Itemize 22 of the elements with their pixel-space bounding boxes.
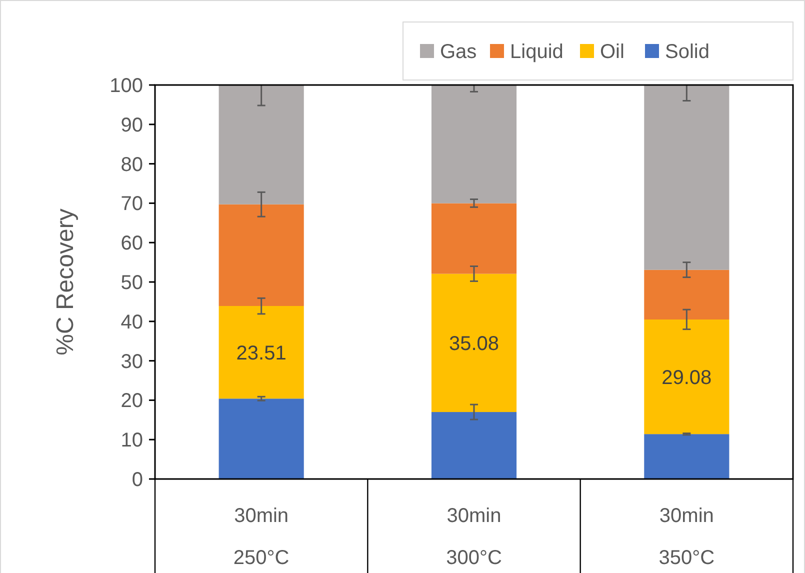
y-tick-label: 40 [120,311,143,334]
y-tick-label: 80 [120,154,143,176]
x-tick-label: 30min 350°C [658,505,715,569]
y-tick-label: 0 [132,469,143,491]
y-tick-label: 50 [120,272,143,294]
y-axis-title: %C Recovery [52,208,79,356]
y-tick-label: 90 [120,114,143,136]
x-tick-label: 30min 300°C [446,505,502,569]
legend-label: Oil [600,41,624,63]
legend-label: Gas [440,41,477,63]
x-tick-label: 30min 250°C [233,505,290,569]
legend-label: Solid [665,41,710,63]
y-tick-label: 30 [120,350,143,373]
legend-label: Liquid [510,41,564,63]
y-tick-label: 10 [120,430,143,452]
y-tick-label: 60 [120,232,143,255]
y-tick-label: 100 [110,75,143,97]
data-label: 29.08 [662,366,712,389]
y-tick-label: 70 [120,193,143,216]
y-tick-label: 20 [120,390,143,412]
data-label: 35.08 [448,332,500,355]
data-label: 23.51 [236,342,286,364]
